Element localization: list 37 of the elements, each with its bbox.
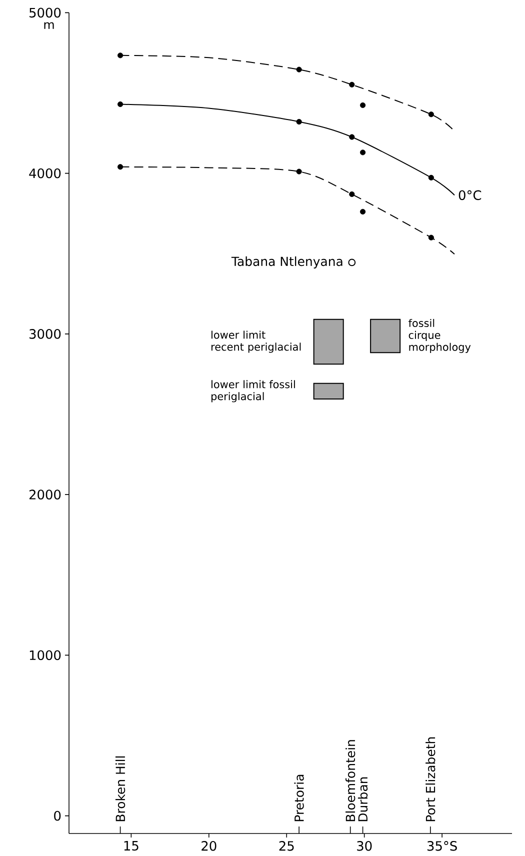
annotation: Port Elizabeth: [426, 737, 436, 822]
point: [349, 191, 355, 197]
point: [428, 234, 434, 240]
annotation: Tabana Ntlenyana: [231, 256, 342, 268]
y-tick-label: 5000: [30, 8, 61, 18]
y-tick-label: 3000: [30, 329, 61, 339]
y-tick-label: 1000: [30, 650, 61, 660]
point: [360, 102, 366, 108]
x-tick-label: 30: [357, 841, 372, 851]
point: [349, 134, 355, 140]
x-tick-label: 35°S: [427, 841, 457, 851]
series-label: fossil cirque morphology: [408, 318, 471, 353]
y-tick-label: 0: [54, 810, 61, 821]
x-tick-label: 15: [124, 841, 138, 851]
point: [428, 112, 434, 118]
annotation: Durban: [358, 777, 368, 822]
point: [117, 52, 124, 58]
y-tick-label: 4000: [29, 168, 61, 178]
point: [117, 164, 124, 170]
x-tick-label: 20: [202, 841, 216, 851]
series-label: lower limit fossil periglacial: [211, 380, 295, 402]
point: [360, 208, 366, 215]
point: [296, 66, 302, 72]
point: [360, 150, 366, 156]
point: [296, 118, 302, 125]
annotation: Bloemfontein: [346, 740, 356, 822]
series-label: lower limit recent periglacial: [211, 330, 301, 353]
annotation: Pretoria: [294, 774, 304, 822]
point: [296, 168, 302, 174]
point: [428, 174, 434, 180]
y-tick-label: 2000: [29, 490, 61, 500]
point: [349, 82, 355, 88]
point: [117, 101, 124, 108]
y-axis-title: m: [44, 22, 54, 29]
series-label: 0°C: [458, 190, 482, 200]
x-tick-label: 25: [279, 841, 294, 851]
annotation: Broken Hill: [115, 756, 126, 822]
